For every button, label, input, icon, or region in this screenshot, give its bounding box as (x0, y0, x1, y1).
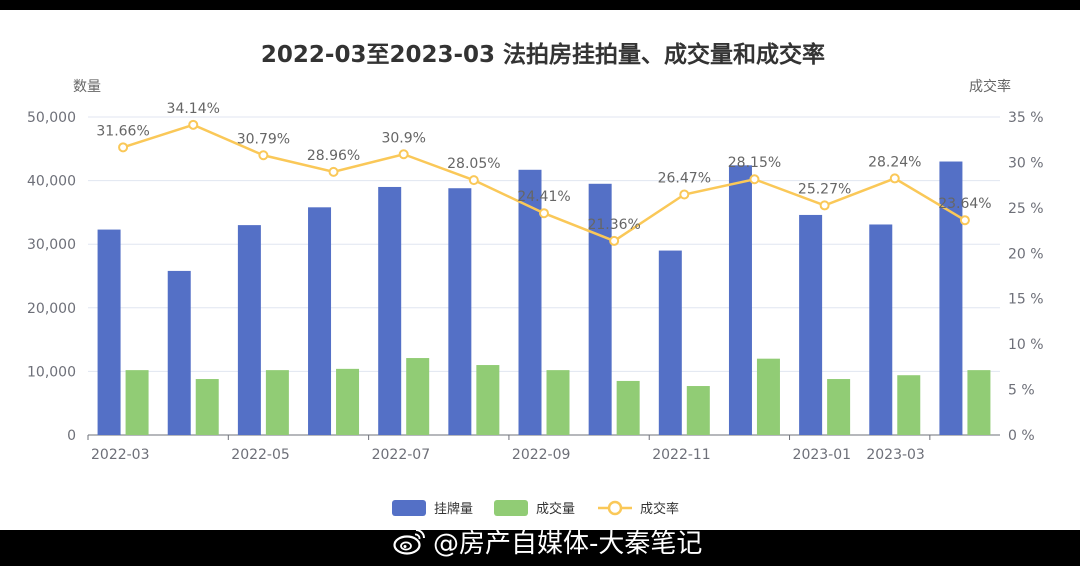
x-tick-label: 2022-09 (512, 447, 571, 463)
right-tick-label: 5 % (1008, 383, 1035, 399)
listing-bar (167, 270, 191, 435)
rate-data-label: 24.41% (517, 189, 570, 205)
listing-bar (869, 224, 893, 435)
chart-panel: 2022-03至2023-03 法拍房挂拍量、成交量和成交率 数量 成交率 0 1… (0, 10, 1080, 530)
weibo-icon (393, 529, 425, 555)
x-tick-label: 2022-03 (91, 447, 150, 463)
right-axis-name: 成交率 (969, 78, 1011, 95)
rate-data-label: 28.24% (868, 154, 921, 170)
listing-bar (939, 161, 963, 435)
listing-bar (448, 188, 472, 435)
watermark: @房产自媒体-大秦笔记 (393, 524, 703, 559)
legend-swatch (494, 500, 528, 516)
listing-bar (588, 183, 612, 435)
legend-swatch (392, 500, 426, 516)
rate-point (539, 208, 549, 219)
listing-bar (658, 250, 682, 435)
left-axis-name: 数量 (73, 79, 101, 95)
deal-bar (476, 365, 500, 435)
rate-point (959, 215, 970, 226)
bottom-strip (0, 530, 1080, 566)
deal-bar (616, 380, 640, 435)
gridlines (88, 116, 1000, 372)
legend-label: 成交率 (640, 501, 679, 517)
rate-point (749, 174, 760, 185)
rate-data-label: 25.27% (798, 181, 851, 197)
rate-data-label: 23.64% (938, 196, 991, 212)
right-tick-label: 20 % (1008, 246, 1044, 262)
deal-bar (967, 370, 991, 435)
deal-bar (756, 358, 780, 435)
rate-point (188, 119, 199, 130)
rate-data-label: 28.15% (728, 155, 781, 171)
rate-point (258, 150, 269, 161)
deal-bar (897, 375, 921, 435)
listing-bar (518, 169, 542, 435)
listing-bar (97, 229, 121, 435)
deal-bar (195, 379, 219, 435)
rate-data-label: 31.66% (96, 123, 149, 139)
deal-bar (125, 370, 149, 435)
rate-point (679, 189, 690, 200)
left-tick-label: 20,000 (27, 301, 76, 317)
deal-bar (827, 379, 851, 435)
rate-point (889, 173, 900, 184)
rate-data-label: 34.14% (167, 101, 220, 117)
x-tick-label: 2023-03 (866, 447, 925, 463)
left-tick-label: 50,000 (27, 110, 76, 126)
right-tick-label: 10 % (1008, 337, 1044, 353)
legend-label: 成交量 (536, 501, 575, 517)
right-tick-label: 30 % (1008, 155, 1044, 171)
legend: 挂牌量 成交量 成交率 (392, 500, 679, 517)
chart: 2022-03至2023-03 法拍房挂拍量、成交量和成交率 数量 成交率 0 1… (27, 41, 1044, 517)
x-tick-label: 2023-01 (793, 447, 852, 463)
bars (97, 161, 991, 435)
listing-bar (728, 165, 752, 435)
rate-data-label: 30.79% (237, 131, 290, 147)
listing-bar (799, 214, 823, 435)
right-tick-label: 0 % (1008, 428, 1035, 444)
x-tick-label: 2022-07 (372, 447, 431, 463)
x-tick-label: 2022-05 (231, 447, 289, 463)
deal-bar (406, 358, 430, 435)
watermark-text: @房产自媒体-大秦笔记 (433, 528, 703, 559)
rate-point (819, 200, 830, 211)
rate-point (398, 149, 409, 160)
rate-data-label: 26.47% (658, 171, 711, 187)
x-tick-label: 2022-11 (652, 447, 711, 463)
listing-bar (308, 207, 332, 435)
rate-point (118, 142, 129, 153)
rate-point (468, 175, 479, 186)
right-tick-label: 15 % (1008, 292, 1044, 308)
left-tick-label: 30,000 (27, 237, 76, 253)
right-tick-label: 35 % (1008, 110, 1044, 126)
deal-bar (265, 370, 289, 435)
rate-data-label: 28.96% (307, 148, 360, 164)
rate-data-label: 30.9% (381, 130, 425, 146)
rate-point (609, 235, 620, 246)
rate-point (328, 166, 339, 177)
data-labels: 31.66% 34.14% 30.79% 28.96% 30.9% 28.05% 24.41… (96, 101, 991, 233)
listing-bar (237, 225, 261, 435)
axes: 0 10,000 20,000 30,000 40,000 50,000 0 % 5 % 10 … (27, 110, 1044, 463)
left-tick-label: 40,000 (27, 174, 76, 190)
right-tick-label: 25 % (1008, 201, 1044, 217)
deal-bar (686, 386, 710, 435)
legend-swatch-marker (607, 500, 623, 516)
deal-bar (336, 368, 360, 435)
listing-bar (378, 186, 402, 435)
left-tick-label: 10,000 (27, 364, 76, 380)
rate-data-label: 28.05% (447, 156, 500, 172)
legend-label: 挂牌量 (434, 501, 473, 517)
deal-bar (546, 370, 570, 435)
rate-line (118, 119, 970, 246)
chart-title: 2022-03至2023-03 法拍房挂拍量、成交量和成交率 (261, 41, 825, 68)
rate-data-label: 21.36% (587, 217, 640, 233)
left-tick-label: 0 (67, 428, 76, 444)
